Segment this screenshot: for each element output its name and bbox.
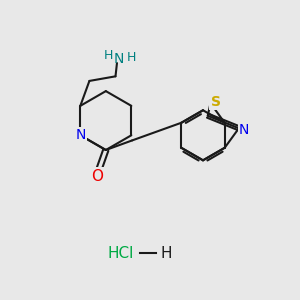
Text: S: S [211,95,221,109]
Text: HCl: HCl [107,246,134,261]
Text: N: N [113,52,124,66]
Text: N: N [239,123,249,137]
Text: H: H [160,246,172,261]
Text: N: N [75,128,86,142]
Text: H: H [127,51,136,64]
Text: O: O [91,169,103,184]
Text: H: H [103,49,113,62]
